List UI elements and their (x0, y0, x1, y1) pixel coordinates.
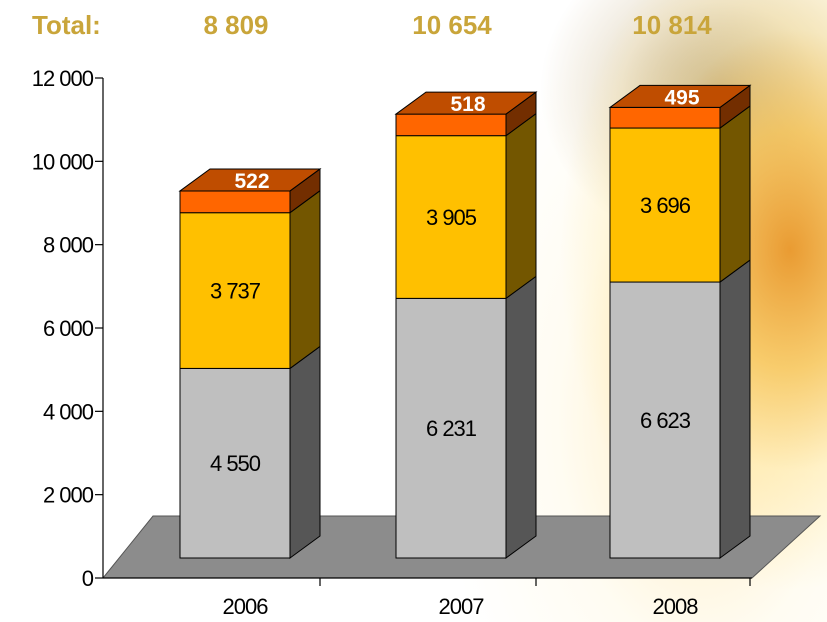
y-tick-label: 2 000 (43, 483, 94, 508)
bar-value-label: 6 231 (426, 416, 477, 441)
bar-segment-side (505, 112, 537, 300)
x-tick-label: 2008 (653, 594, 699, 619)
bar-value-label: 518 (450, 93, 485, 116)
bar-segment-side (719, 259, 751, 559)
bar-segment-side (719, 105, 751, 284)
y-tick-label: 0 (82, 566, 94, 591)
bar-segment-front (609, 106, 721, 129)
totals-svg: Total: 8 809 10 654 10 814 (32, 10, 712, 40)
bar-value-label: 4 550 (210, 451, 261, 476)
bar-top-face (394, 91, 538, 115)
bar-segment-side (505, 275, 537, 559)
y-tick-label: 10 000 (32, 149, 94, 174)
bar-top-face (608, 84, 752, 108)
bar-segment-front (395, 135, 507, 299)
y-tick-label: 4 000 (43, 399, 94, 424)
total-2008: 10 814 (632, 10, 712, 40)
bar-value-label: 495 (664, 86, 699, 109)
bar-segment-front (395, 113, 507, 137)
y-tick-label: 8 000 (43, 233, 94, 258)
bar-value-label: 522 (234, 170, 269, 193)
totals-label: Total: (32, 10, 101, 40)
y-tick-label: 12 000 (32, 66, 94, 91)
total-2006: 8 809 (203, 10, 268, 40)
bar-top-face (178, 168, 322, 192)
bar-value-label: 3 696 (640, 193, 691, 218)
x-tick-label: 2007 (439, 594, 485, 619)
bar-segment-front (179, 367, 291, 559)
bar-segment-front (179, 190, 291, 214)
bar-segment-side (289, 345, 321, 559)
x-tick-label: 2006 (223, 594, 269, 619)
bar-value-label: 3 737 (210, 279, 261, 304)
bar-segment-side (289, 189, 321, 370)
bar-segment-front (609, 127, 721, 283)
bar-value-label: 6 623 (640, 408, 691, 433)
total-2007: 10 654 (412, 10, 492, 40)
bar-value-label: 3 905 (426, 205, 477, 230)
y-tick-label: 6 000 (43, 316, 94, 341)
